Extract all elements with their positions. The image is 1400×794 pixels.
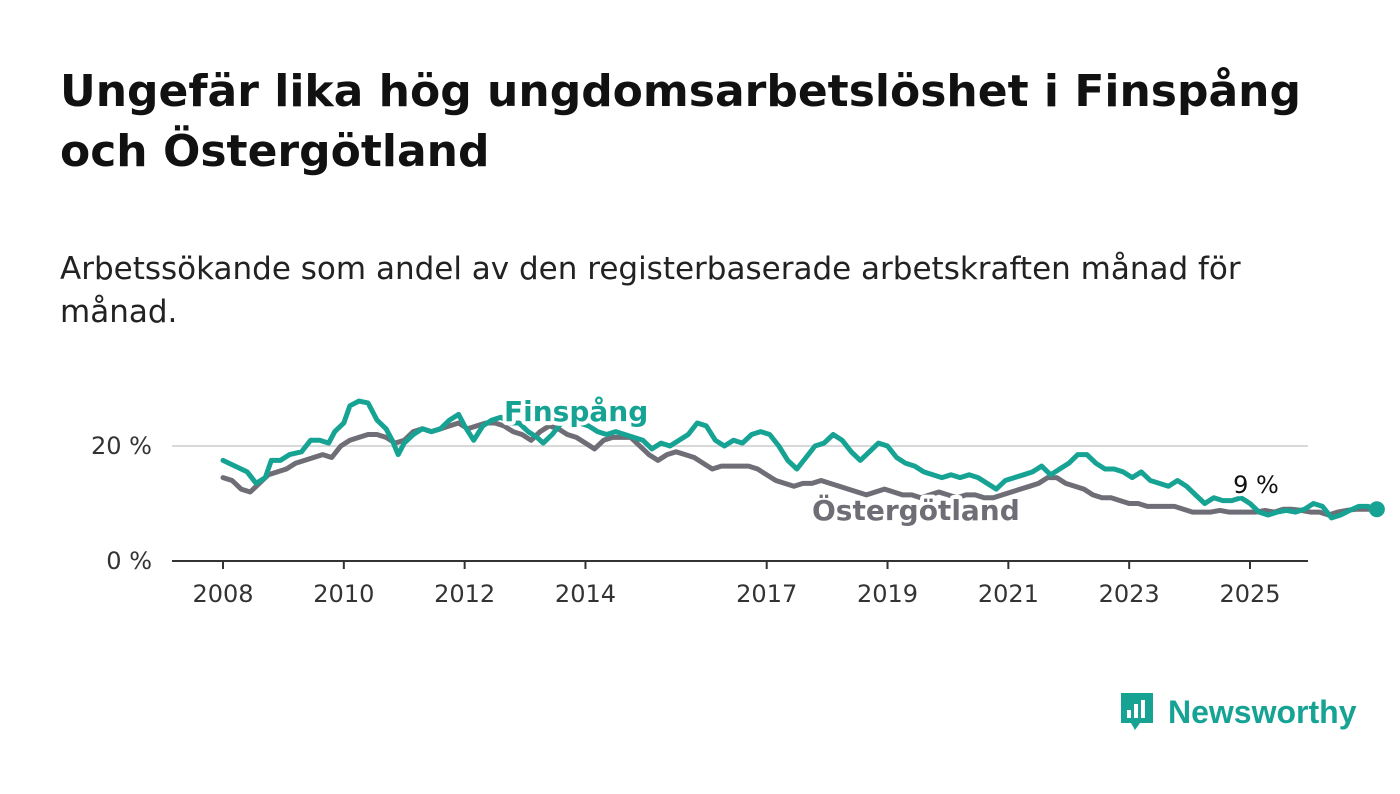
brand-name: Newsworthy (1168, 693, 1357, 730)
chart-title: Ungefär lika hög ungdomsarbetslöshet i F… (60, 66, 1301, 177)
x-tick-label: 2012 (434, 580, 495, 608)
label-layer: Finspång Östergötland 9 % (500, 391, 1282, 531)
x-tick-label: 2025 (1219, 580, 1280, 608)
x-tick-label: 2019 (857, 580, 918, 608)
chart-subtitle: Arbetssökande som andel av den registerb… (60, 251, 1241, 330)
newsworthy-brand: Newsworthy (1118, 690, 1356, 734)
series-layer (220, 398, 1385, 521)
newsworthy-logo-icon (1121, 693, 1153, 730)
series-line-finspang (220, 398, 1380, 521)
y-tick-label: 0 % (106, 547, 152, 575)
x-tick-label: 2023 (1099, 580, 1160, 608)
x-tick-label: 2017 (736, 580, 797, 608)
y-tick-label: 20 % (91, 432, 152, 460)
series-label-finspang: Finspång (504, 395, 648, 428)
x-tick-label: 2010 (313, 580, 374, 608)
x-tick-label: 2021 (978, 580, 1039, 608)
axis-layer: 0 % 20 % 2008 2010 2012 2014 2017 2019 2021 2023 2… (91, 432, 1308, 608)
x-tick-label: 2008 (192, 580, 253, 608)
series-endpoint-finspang (1368, 501, 1385, 518)
end-value-label: 9 % (1233, 471, 1279, 499)
x-tick-label: 2014 (555, 580, 616, 608)
series-label-ostergotland: Östergötland (812, 493, 1020, 527)
